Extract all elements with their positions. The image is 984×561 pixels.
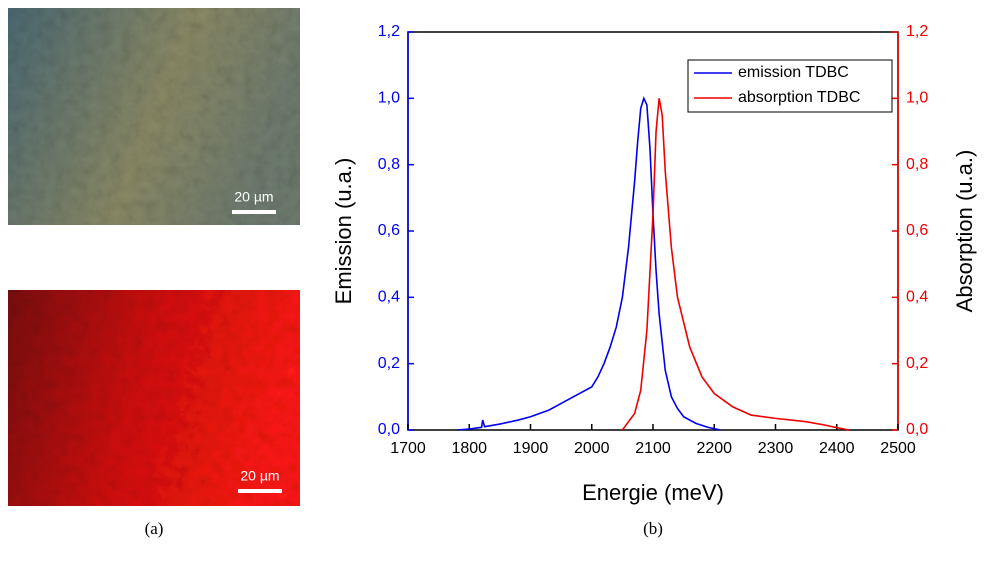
x-axis-title: Energie (meV) <box>582 480 724 505</box>
series-line <box>621 98 850 431</box>
x-tick-label: 2300 <box>758 440 794 457</box>
caption: (b) <box>643 519 663 538</box>
y2-tick-label: 1,2 <box>906 23 928 40</box>
y-axis-title: Emission (u.a.) <box>331 158 356 305</box>
y2-tick-label: 0,8 <box>906 156 928 173</box>
x-tick-label: 2500 <box>880 440 916 457</box>
y-tick-label: 1,2 <box>378 23 400 40</box>
y-tick-label: 0,4 <box>378 289 400 306</box>
x-tick-label: 1700 <box>390 440 426 457</box>
scale-label: 20 µm <box>240 468 279 484</box>
image-a: 20 µm <box>8 8 300 225</box>
x-tick-label: 1900 <box>513 440 549 457</box>
x-tick-label: 2400 <box>819 440 855 457</box>
legend-box <box>687 59 893 113</box>
y2-axis-title: Absorption (u.a.) <box>952 150 977 313</box>
y2-tick-label: 0,2 <box>906 355 928 372</box>
y-tick-label: 0,6 <box>378 222 400 239</box>
series-line <box>456 96 721 431</box>
y2-tick-label: 0,0 <box>906 421 928 438</box>
legend-label: emission TDBC <box>738 64 849 81</box>
y-tick-label: 1,0 <box>378 90 400 107</box>
y-tick-label: 0,0 <box>378 421 400 438</box>
x-tick-label: 1800 <box>451 440 487 457</box>
y-tick-label: 0,8 <box>378 156 400 173</box>
y-tick-label: 0,2 <box>378 355 400 372</box>
scale-label: 20 µm <box>234 189 273 205</box>
caption: (a) <box>145 519 164 538</box>
y2-tick-label: 0,4 <box>906 289 928 306</box>
legend-label: absorption TDBC <box>738 89 860 106</box>
x-tick-label: 2200 <box>696 440 732 457</box>
image-b: 20 µm <box>8 290 300 506</box>
y2-tick-label: 0,6 <box>906 222 928 239</box>
y2-tick-label: 1,0 <box>906 90 928 107</box>
x-tick-label: 2100 <box>635 440 671 457</box>
x-tick-label: 2000 <box>574 440 610 457</box>
